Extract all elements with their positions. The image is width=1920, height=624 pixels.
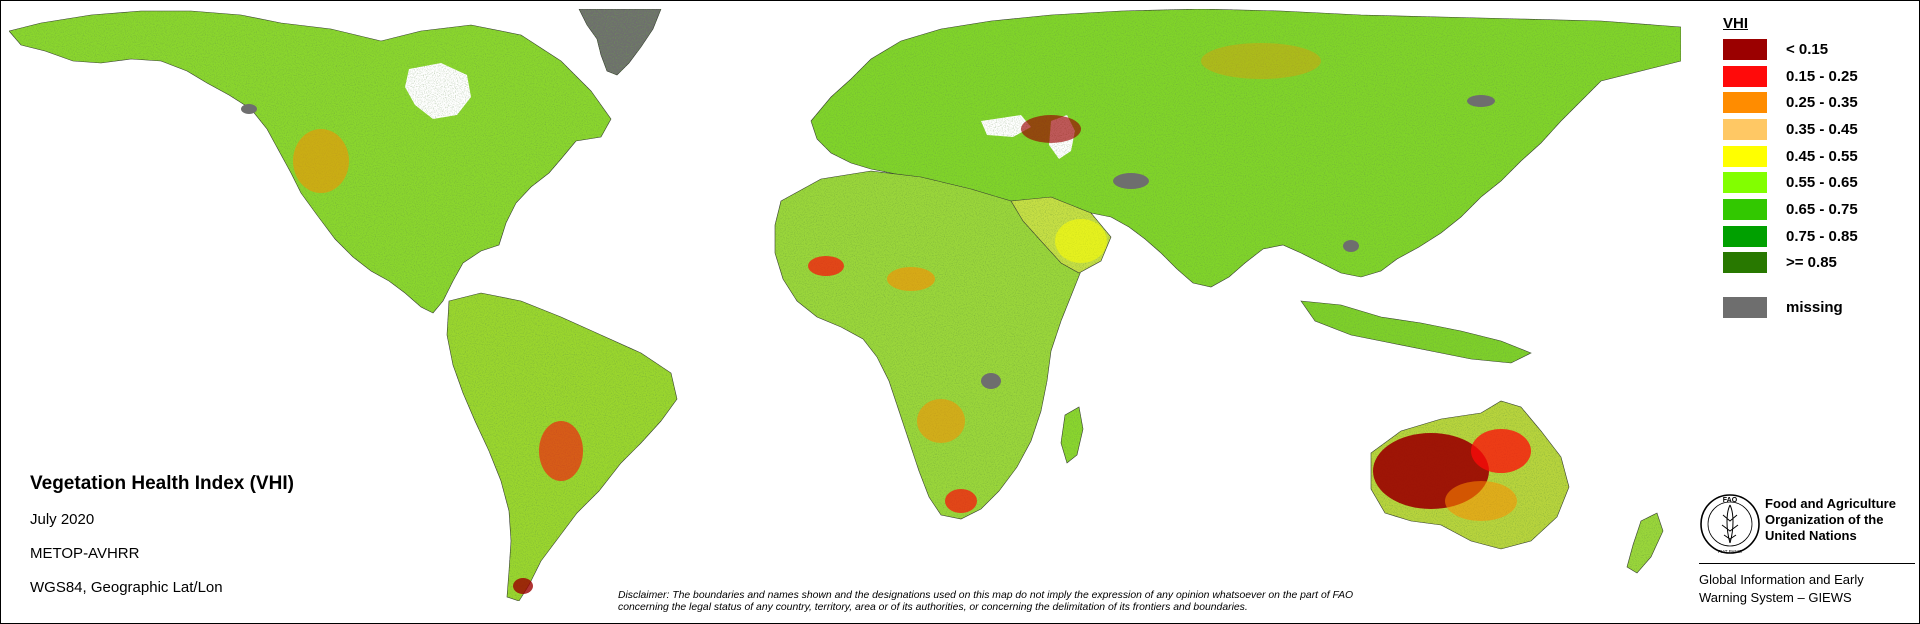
legend-swatch [1723, 145, 1767, 167]
map-title: Vegetation Health Index (VHI) [30, 473, 294, 494]
legend-row-missing: missing [1723, 294, 1913, 321]
fao-divider [1699, 563, 1915, 564]
disclaimer-line-1: Disclaimer: The boundaries and names sho… [618, 590, 1354, 601]
missing-patches [241, 95, 1495, 389]
legend-swatch [1723, 65, 1767, 87]
legend-row: 0.75 - 0.85 [1723, 223, 1913, 250]
legend-swatch [1723, 92, 1767, 114]
legend-label: 0.25 - 0.35 [1786, 94, 1858, 112]
hudson-bay-water [405, 63, 471, 119]
legend-row: < 0.15 [1723, 36, 1913, 63]
legend-row: 0.35 - 0.45 [1723, 116, 1913, 143]
legend-swatch [1723, 225, 1767, 247]
disclaimer-line-2: concerning the legal status of any count… [618, 602, 1248, 613]
legend-swatch-missing [1723, 297, 1767, 319]
legend-row: 0.55 - 0.65 [1723, 169, 1913, 196]
fao-name: Food and Agriculture Organization of the… [1765, 496, 1896, 544]
vhi-world-map [8, 8, 1682, 602]
black-sea-water [981, 115, 1031, 137]
legend-label: 0.15 - 0.25 [1786, 67, 1858, 85]
giews-line-2: Warning System – GIEWS [1699, 590, 1852, 605]
legend-swatch [1723, 118, 1767, 140]
map-projection: WGS84, Geographic Lat/Lon [30, 579, 223, 596]
svg-text:FIAT PANIS: FIAT PANIS [1718, 549, 1742, 554]
fao-name-line-1: Food and Agriculture [1765, 496, 1896, 511]
legend-label: 0.75 - 0.85 [1786, 227, 1858, 245]
legend-label: 0.45 - 0.55 [1786, 147, 1858, 165]
legend-row: 0.15 - 0.25 [1723, 63, 1913, 90]
fao-name-line-2: Organization of the [1765, 512, 1884, 527]
legend-label-missing: missing [1786, 299, 1843, 317]
legend-label: 0.35 - 0.45 [1786, 120, 1858, 138]
map-sensor: METOP-AVHRR [30, 545, 140, 562]
map-date: July 2020 [30, 511, 95, 528]
new-zealand-shape [1626, 512, 1664, 574]
svg-text:FAO: FAO [1723, 497, 1738, 504]
fao-logo-icon: FAO FIAT PANIS [1700, 494, 1760, 554]
vhi-hotspots [293, 43, 1531, 594]
map-info-block: Vegetation Health Index (VHI) July 2020 … [30, 473, 294, 613]
fao-name-line-3: United Nations [1765, 528, 1857, 543]
legend-classes: < 0.15 0.15 - 0.25 0.25 - 0.35 0.35 - 0.45 0… [1723, 36, 1913, 276]
legend-label: 0.55 - 0.65 [1786, 174, 1858, 192]
legend-label: >= 0.85 [1786, 254, 1837, 272]
legend-label: 0.65 - 0.75 [1786, 200, 1858, 218]
legend-title: VHI [1723, 15, 1749, 32]
legend-spacer [1723, 276, 1913, 294]
legend-row: >= 0.85 [1723, 250, 1913, 277]
disclaimer-text: Disclaimer: The boundaries and names sho… [618, 590, 1518, 614]
giews-line-1: Global Information and Early [1699, 572, 1864, 587]
legend-swatch [1723, 198, 1767, 220]
vhi-legend: VHI < 0.15 0.15 - 0.25 0.25 - 0.35 0.35 - 0… [1723, 15, 1913, 321]
greenland-shape [578, 8, 662, 76]
legend-swatch [1723, 172, 1767, 194]
legend-swatch [1723, 38, 1767, 60]
indonesia-shape [1300, 300, 1532, 364]
legend-row: 0.25 - 0.35 [1723, 89, 1913, 116]
legend-row: 0.65 - 0.75 [1723, 196, 1913, 223]
legend-row: 0.45 - 0.55 [1723, 143, 1913, 170]
madagascar-shape [1060, 406, 1084, 464]
giews-name: Global Information and Early Warning Sys… [1699, 571, 1864, 607]
legend-swatch [1723, 252, 1767, 274]
legend-label: < 0.15 [1786, 40, 1829, 58]
